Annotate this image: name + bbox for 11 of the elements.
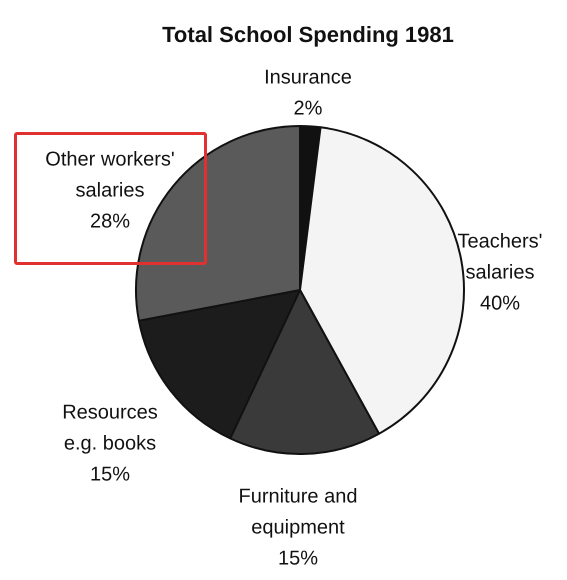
- slice-label: Resources e.g. books: [62, 402, 158, 455]
- slice-label: Teachers' salaries: [458, 230, 542, 284]
- data-label: 2%: [294, 98, 323, 120]
- data-label: 40%: [480, 292, 520, 315]
- slice-label: Other workers' salaries: [45, 148, 175, 202]
- data-label: 28%: [90, 210, 130, 233]
- slice-label: Insurance: [264, 66, 352, 89]
- data-label: 15%: [90, 464, 130, 486]
- slice-label: Furniture and equipment: [238, 486, 358, 539]
- chart-title: Total School Spending 1981: [162, 22, 454, 48]
- data-label: 15%: [278, 548, 318, 570]
